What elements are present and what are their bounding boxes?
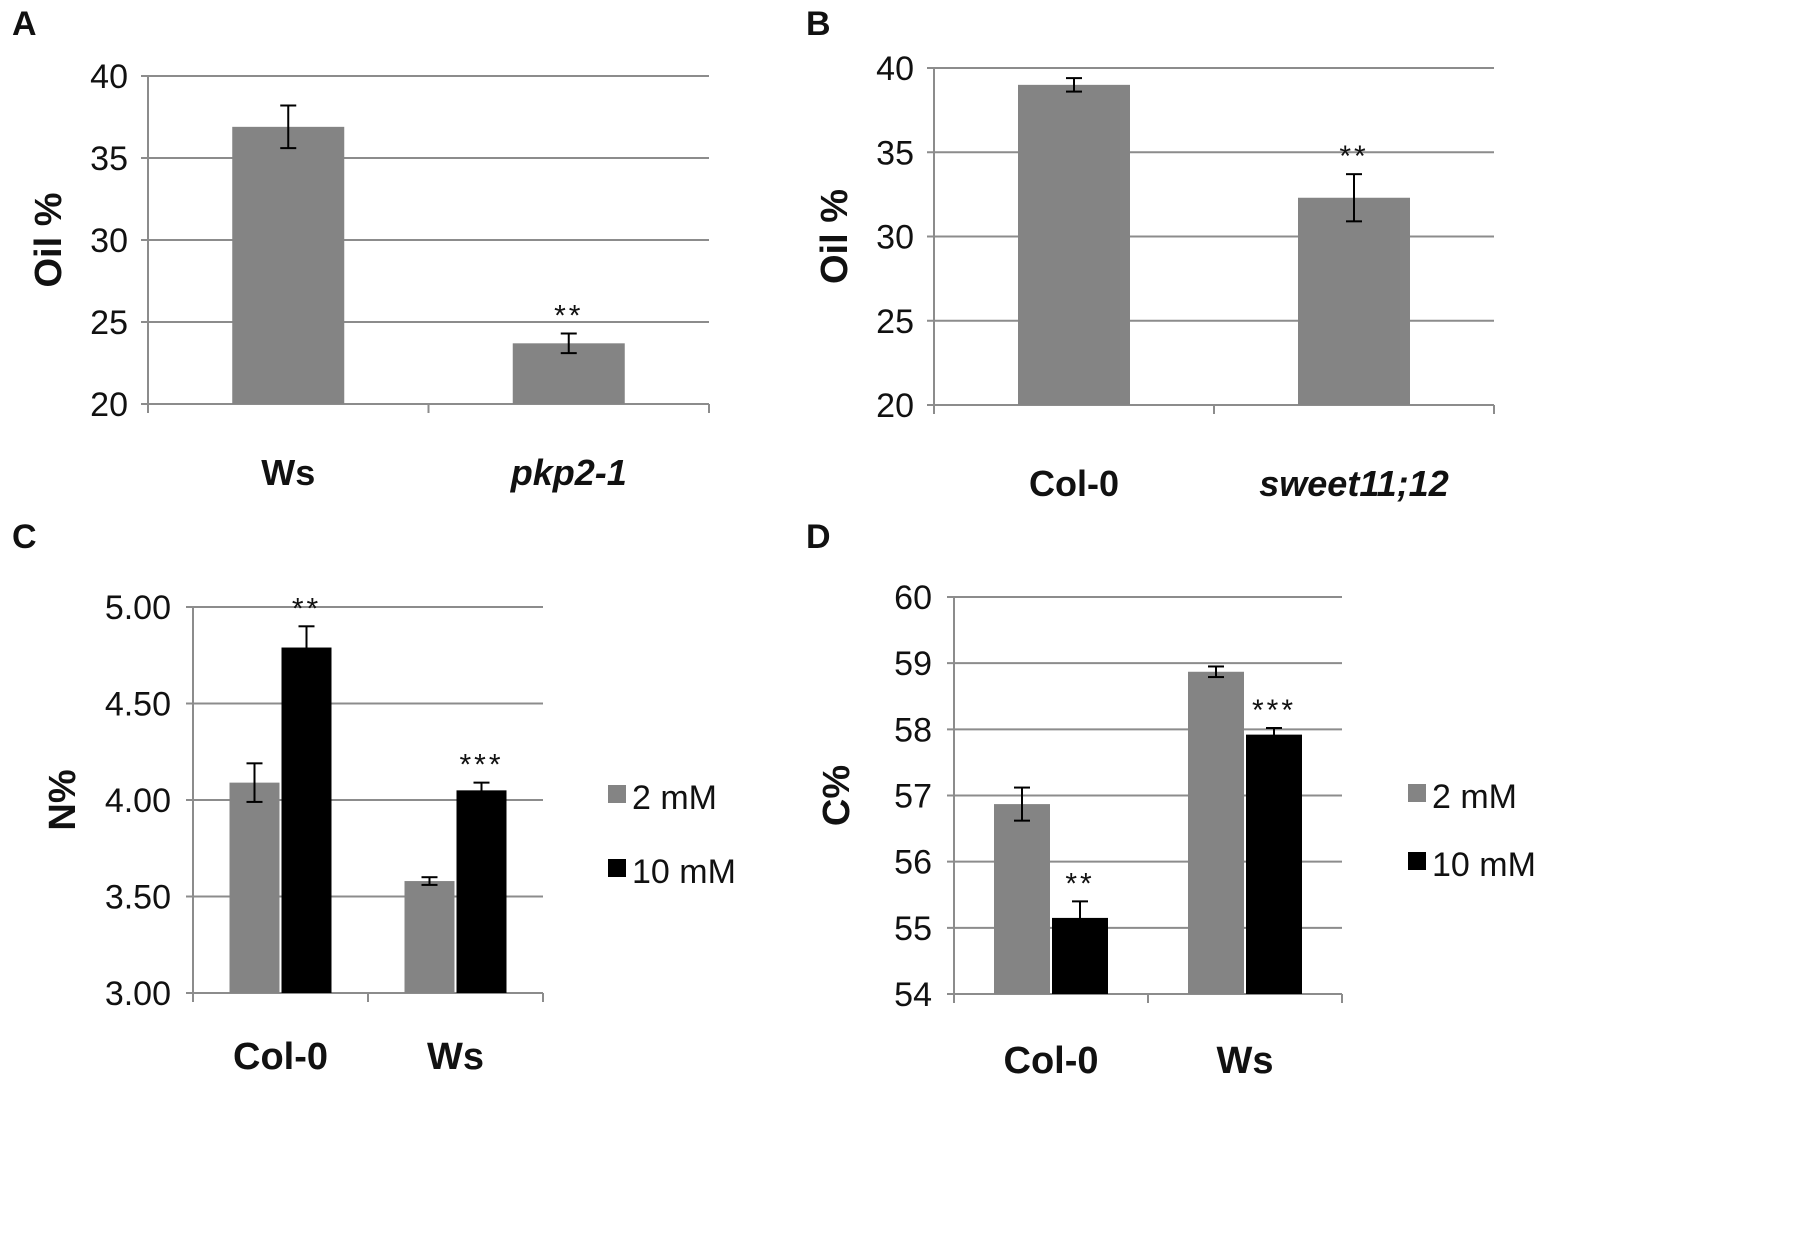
y-tick-label: 56 <box>894 844 932 882</box>
y-tick-label: 40 <box>876 50 914 88</box>
bar <box>456 790 507 993</box>
bar <box>1188 671 1244 994</box>
significance-label: ** <box>554 299 583 332</box>
legend-swatch <box>608 785 626 803</box>
panel-b: B 20 25 30 35 40 Oil % Col-0 ** sweet11;12 <box>806 5 1495 504</box>
significance-label: *** <box>1252 694 1296 727</box>
legend-label: 2 mM <box>1432 778 1517 816</box>
legend-swatch <box>1408 852 1426 870</box>
panel-letter: C <box>12 518 37 556</box>
panel-letter: D <box>806 518 831 556</box>
bar <box>1018 84 1130 405</box>
y-axis-label: C% <box>816 765 858 826</box>
panel-a: A 20 25 30 35 40 Oil % Ws ** pkp2-1 <box>12 5 710 493</box>
y-tick-label: 54 <box>894 976 932 1014</box>
bar <box>1298 197 1410 405</box>
legend-label: 2 mM <box>632 779 717 817</box>
bar <box>994 804 1050 994</box>
x-tick-label: pkp2-1 <box>510 452 627 493</box>
significance-label: ** <box>292 592 321 625</box>
y-tick-label: 30 <box>876 219 914 257</box>
y-tick-label: 4.00 <box>105 782 171 820</box>
y-tick-label: 4.50 <box>105 686 171 724</box>
legend-swatch <box>1408 784 1426 802</box>
y-tick-label: 25 <box>876 303 914 341</box>
bar <box>229 782 280 993</box>
y-tick-label: 60 <box>894 579 932 617</box>
x-tick-label: Col-0 <box>1029 463 1119 504</box>
bar <box>232 126 345 404</box>
y-tick-label: 57 <box>894 778 932 816</box>
panel-c: C 3.00 3.50 4.00 4.50 5.00 N% ** Col-0 *** Ws 2 mM 1… <box>12 518 736 1078</box>
x-tick-label: sweet11;12 <box>1259 463 1448 504</box>
panel-letter: B <box>806 5 831 43</box>
y-tick-label: 3.00 <box>105 975 171 1013</box>
bar <box>1246 734 1302 994</box>
y-axis-label: Oil % <box>814 189 856 284</box>
y-axis-label: Oil % <box>28 192 70 287</box>
panel-letter: A <box>12 5 37 43</box>
significance-label: *** <box>459 749 503 782</box>
significance-label: ** <box>1339 140 1368 173</box>
legend-label: 10 mM <box>632 853 736 891</box>
y-tick-label: 30 <box>90 222 128 260</box>
x-tick-label: Ws <box>1217 1040 1274 1082</box>
legend-label: 10 mM <box>1432 846 1536 884</box>
significance-label: ** <box>1065 867 1094 900</box>
x-tick-label: Col-0 <box>233 1036 328 1078</box>
y-tick-label: 35 <box>90 140 128 178</box>
y-tick-label: 40 <box>90 58 128 96</box>
y-axis-label: N% <box>42 769 84 830</box>
x-tick-label: Ws <box>261 452 315 493</box>
y-tick-label: 20 <box>876 387 914 425</box>
x-tick-label: Ws <box>427 1036 484 1078</box>
y-tick-label: 59 <box>894 645 932 683</box>
legend-swatch <box>608 859 626 877</box>
x-tick-label: Col-0 <box>1004 1040 1099 1082</box>
y-tick-label: 20 <box>90 386 128 424</box>
bar <box>404 881 455 993</box>
y-tick-label: 58 <box>894 711 932 749</box>
bar <box>281 647 332 993</box>
y-tick-label: 3.50 <box>105 879 171 917</box>
y-tick-label: 25 <box>90 304 128 342</box>
y-tick-label: 35 <box>876 134 914 172</box>
panel-d: D 54 55 56 57 58 59 60 C% ** Col-0 *** Ws 2 mM 10 mM <box>806 518 1536 1082</box>
y-tick-label: 55 <box>894 910 932 948</box>
y-tick-label: 5.00 <box>105 589 171 627</box>
